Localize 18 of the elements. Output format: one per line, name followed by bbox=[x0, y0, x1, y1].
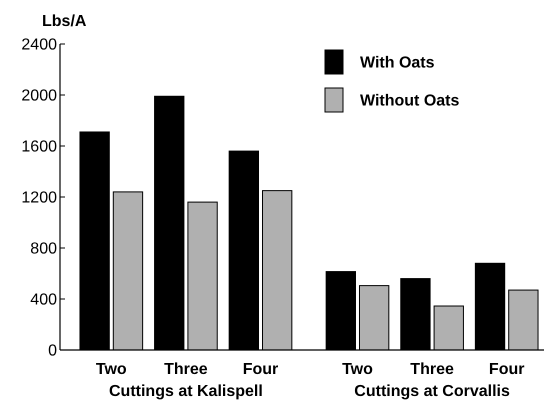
text: Cuttings at Kalispell bbox=[109, 383, 263, 400]
x-tick-label: Four bbox=[242, 361, 278, 378]
x-tick-label: Three bbox=[164, 361, 208, 378]
y-tick-label: 0 bbox=[48, 342, 58, 360]
text: Cuttings at Corvallis bbox=[354, 383, 510, 400]
x-tick-label: Two bbox=[342, 361, 374, 378]
y-tick-label: 1200 bbox=[21, 190, 58, 207]
x-tick-label: Four bbox=[488, 361, 524, 378]
x-tick-label: Two bbox=[96, 361, 127, 378]
y-tick-label: 1600 bbox=[21, 138, 58, 156]
legend-label: With Oats bbox=[360, 54, 435, 72]
y-tick-label: 2400 bbox=[21, 36, 58, 54]
y-axis-title: Lbs/A bbox=[42, 13, 87, 30]
x-tick-label: Three bbox=[410, 361, 454, 378]
legend-label: Without Oats bbox=[360, 92, 460, 110]
y-tick-label: 800 bbox=[30, 240, 58, 258]
y-tick-label: 400 bbox=[30, 292, 58, 309]
y-tick-label: 2000 bbox=[21, 88, 58, 105]
